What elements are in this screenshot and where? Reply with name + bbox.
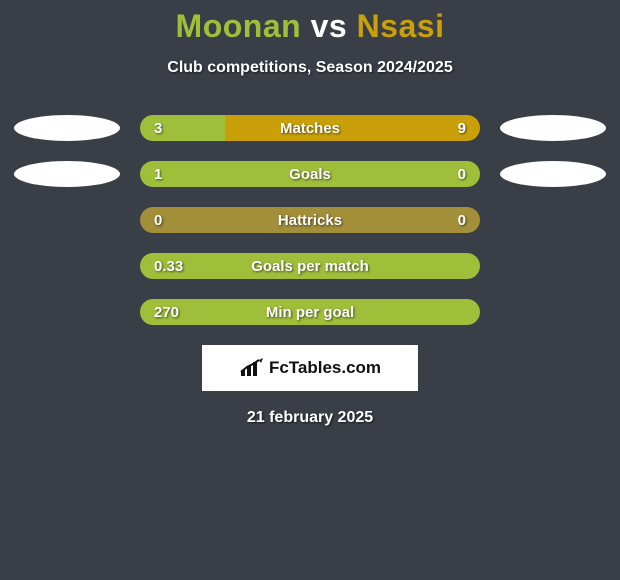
stat-left-value: 3 [154,115,162,141]
player1-name: Moonan [176,8,302,44]
player2-marker [500,115,606,141]
stat-bar: 0 0Hattricks [140,207,480,233]
stat-right-value: 0 [458,161,466,187]
brand-text: FcTables.com [269,358,381,378]
brand-badge: FcTables.com [202,345,418,391]
stat-row: 270Min per goal [0,299,620,325]
spacer [500,207,606,233]
chart-icon [239,358,265,378]
vs-text: vs [311,8,348,44]
stat-bar: 0.33Goals per match [140,253,480,279]
bar-right-fill [225,115,480,141]
date-text: 21 february 2025 [0,409,620,427]
bar-left-fill [140,161,480,187]
stat-label: Hattricks [140,207,480,233]
stat-row: 0.33Goals per match [0,253,620,279]
stat-row: 0 0Hattricks [0,207,620,233]
player2-marker [500,161,606,187]
stat-row: 10Goals [0,161,620,187]
stats-rows: 39Matches10Goals00Hattricks0.33Goals per… [0,115,620,325]
bar-left-fill [140,115,225,141]
player2-name: Nsasi [357,8,445,44]
spacer [14,253,120,279]
stat-left-value: 270 [154,299,179,325]
spacer [14,299,120,325]
spacer [500,253,606,279]
stat-left-value: 1 [154,161,162,187]
comparison-infographic: Moonan vs Nsasi Club competitions, Seaso… [0,0,620,427]
spacer [500,299,606,325]
stat-label: Min per goal [140,299,480,325]
page-title: Moonan vs Nsasi [0,8,620,45]
stat-bar: 270Min per goal [140,299,480,325]
spacer [14,207,120,233]
stat-bar: 39Matches [140,115,480,141]
stat-left-value: 0.33 [154,253,183,279]
player1-marker [14,161,120,187]
stat-right-value: 0 [458,207,466,233]
stat-row: 39Matches [0,115,620,141]
player1-marker [14,115,120,141]
stat-bar: 10Goals [140,161,480,187]
stat-left-value: 0 [154,207,162,233]
stat-label: Goals per match [140,253,480,279]
subtitle: Club competitions, Season 2024/2025 [0,59,620,77]
stat-right-value: 9 [458,115,466,141]
